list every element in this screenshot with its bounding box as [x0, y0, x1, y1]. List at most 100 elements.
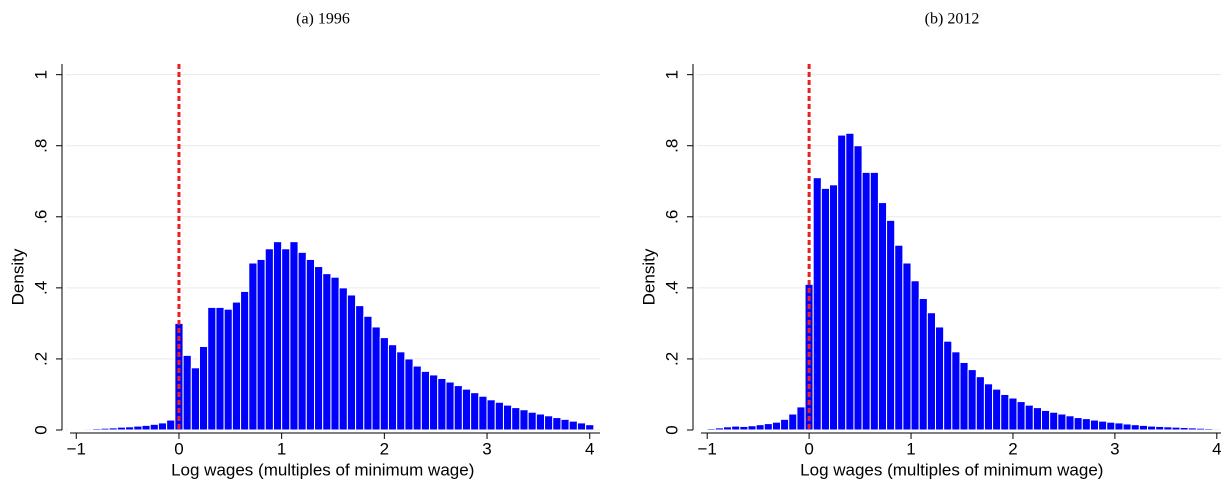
bar	[182, 354, 192, 431]
y-tick-label: .2	[31, 352, 50, 366]
bar	[1024, 404, 1034, 431]
x-tick-label: 1	[277, 439, 286, 458]
bar	[486, 399, 496, 431]
bar	[992, 388, 1002, 431]
bar	[1032, 407, 1043, 431]
bar	[231, 301, 242, 431]
bar	[387, 344, 398, 431]
bar	[723, 426, 733, 431]
bar	[951, 351, 961, 431]
bar	[116, 426, 127, 431]
bar	[714, 427, 724, 431]
bar	[918, 298, 928, 431]
bar	[1073, 417, 1083, 431]
bar	[967, 369, 977, 431]
bar	[910, 280, 920, 431]
y-tick-label: .4	[31, 281, 50, 295]
bar	[1089, 419, 1100, 431]
bar	[902, 262, 912, 431]
bar	[461, 388, 472, 431]
bar	[100, 427, 110, 431]
bar	[837, 134, 847, 431]
bar	[763, 423, 773, 431]
bar	[240, 290, 250, 431]
bar	[1155, 425, 1165, 431]
x-tick-label: 3	[1110, 439, 1119, 458]
bar	[755, 424, 765, 431]
bar	[576, 422, 587, 431]
bar	[1130, 424, 1140, 431]
y-tick-label: .6	[662, 210, 681, 224]
bar	[1122, 423, 1132, 431]
bar	[886, 219, 896, 431]
bar	[1008, 397, 1018, 431]
bar	[453, 385, 463, 431]
bar	[527, 411, 537, 431]
bar	[519, 409, 529, 431]
bar	[346, 294, 357, 431]
x-tick-label: −1	[67, 439, 86, 458]
bar	[396, 351, 406, 431]
bar	[1171, 426, 1181, 431]
bar	[1049, 411, 1059, 431]
bar	[404, 358, 414, 431]
bar	[305, 258, 316, 431]
bar	[108, 427, 118, 431]
bar	[698, 428, 708, 431]
bar	[853, 145, 863, 431]
bar	[1179, 427, 1189, 431]
x-tick-label: 0	[174, 439, 183, 458]
bar	[1204, 428, 1214, 431]
bar	[780, 418, 790, 431]
bar	[92, 428, 102, 431]
bar	[75, 428, 85, 431]
y-tick-label: .2	[662, 352, 681, 366]
bar	[355, 305, 365, 431]
bar	[264, 248, 274, 431]
bar	[141, 424, 151, 431]
bar	[1106, 421, 1116, 431]
bar	[1065, 415, 1075, 431]
bar	[133, 425, 143, 431]
y-tick-label: .8	[31, 139, 50, 153]
bar	[149, 423, 159, 431]
bar	[935, 326, 945, 431]
x-tick-label: 4	[1212, 439, 1221, 458]
bar	[1212, 428, 1221, 431]
y-tick-label: 1	[662, 70, 681, 79]
x-tick-label: 3	[482, 439, 491, 458]
bar	[502, 404, 513, 431]
bar	[322, 273, 332, 431]
panel-title: (a) 1996	[296, 11, 350, 28]
bar	[494, 401, 504, 431]
x-tick-label: 2	[380, 439, 389, 458]
bar	[314, 266, 324, 431]
bar	[157, 422, 168, 431]
y-axis-label: Density	[8, 248, 27, 305]
x-tick-label: 0	[804, 439, 813, 458]
bar	[412, 365, 422, 431]
panel-title: (b) 2012	[925, 11, 980, 28]
bar	[199, 345, 209, 431]
bar	[796, 406, 806, 431]
bar	[771, 421, 782, 431]
bar	[788, 413, 798, 431]
bar	[125, 426, 135, 431]
bar	[256, 258, 266, 431]
bar	[1041, 409, 1051, 431]
y-tick-label: 1	[31, 70, 50, 79]
bar	[535, 413, 546, 431]
bar	[975, 376, 985, 431]
bar	[560, 418, 570, 431]
bar	[877, 202, 888, 431]
bar	[379, 337, 389, 431]
bar	[706, 428, 716, 431]
bar	[1098, 420, 1108, 431]
bar	[207, 306, 217, 431]
bar	[190, 367, 201, 431]
bar	[845, 132, 855, 431]
x-tick-label: 1	[906, 439, 915, 458]
bar	[215, 306, 225, 431]
bar	[445, 381, 455, 431]
